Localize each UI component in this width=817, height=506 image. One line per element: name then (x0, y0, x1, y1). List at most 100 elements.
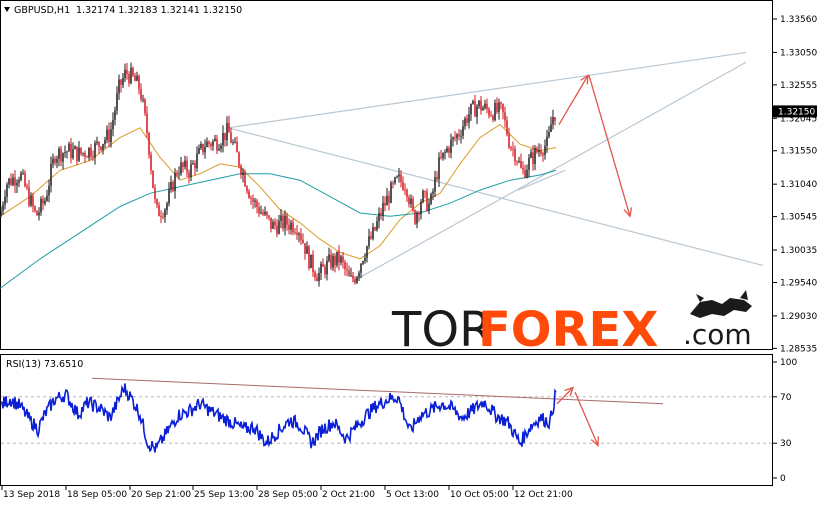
candle-body (42, 198, 44, 204)
candle-body (52, 158, 54, 164)
symbol-arrow-icon (4, 7, 10, 12)
candle-body (112, 119, 114, 130)
rsi-axis: 100 70 30 0 (773, 358, 797, 484)
time-tick-label: 28 Sep 05:00 (258, 490, 318, 500)
candle-body (92, 156, 94, 158)
candle-body (492, 115, 494, 121)
candle-body (154, 187, 156, 200)
candle-body (482, 107, 484, 111)
candle-body (284, 215, 286, 229)
candle-body (350, 275, 352, 277)
candle-body (238, 152, 240, 166)
candle-body (258, 207, 260, 214)
candle-body (28, 187, 30, 206)
candle-body (118, 79, 120, 94)
candle-body (270, 217, 272, 229)
candle-body (180, 162, 182, 174)
candle-body (54, 158, 56, 163)
candle-body (306, 246, 308, 254)
price-tick-label: 1.32555 (780, 81, 817, 91)
candle-body (108, 129, 110, 143)
candle-body (338, 251, 340, 263)
rsi-tick-label: 100 (780, 358, 797, 368)
candle-body (518, 160, 520, 162)
candle-body (450, 139, 452, 153)
candle-body (74, 146, 76, 150)
candle-body (490, 115, 492, 117)
candle-body (496, 102, 498, 112)
candle-body (88, 147, 90, 158)
candle-body (534, 148, 536, 164)
candle-body (290, 222, 292, 230)
candle-body (140, 89, 142, 100)
candle-body (24, 172, 26, 187)
candle-body (198, 147, 200, 154)
candle-body (370, 236, 372, 239)
candle-body (124, 69, 126, 79)
candle-body (76, 146, 78, 161)
candle-body (514, 148, 516, 162)
candle-body (10, 178, 12, 185)
candle-body (96, 141, 98, 144)
candle-body (448, 148, 450, 153)
candle-body (184, 160, 186, 167)
candle-body (432, 191, 434, 194)
candle-body (254, 200, 256, 202)
candle-body (362, 261, 364, 264)
candle-body (330, 254, 332, 268)
candle-body (348, 270, 350, 277)
candle-body (410, 198, 412, 205)
candle-body (156, 199, 158, 206)
rsi-forecast-arrow-head (590, 436, 600, 447)
candle-body (364, 257, 366, 262)
candle-body (320, 263, 322, 274)
candle-body (162, 216, 164, 218)
candle-body (68, 143, 70, 152)
candle-body (262, 212, 264, 215)
symbol-label: GBPUSD,H1 (14, 5, 70, 16)
candle-body (214, 138, 216, 141)
candle-body (502, 103, 504, 113)
candle-body (36, 210, 38, 216)
candle-body (286, 215, 288, 225)
candle-body (38, 212, 40, 216)
candle-body (196, 153, 198, 169)
candle-body (34, 206, 36, 211)
chart-header: GBPUSD,H1 1.32174 1.32183 1.32141 1.3215… (4, 5, 242, 16)
candle-body (84, 152, 86, 157)
candle-body (82, 152, 84, 154)
candle-body (510, 147, 512, 149)
price-tick-label: 1.31040 (780, 180, 817, 190)
ohlc-label: 1.32174 1.32183 1.32141 1.32150 (76, 5, 242, 16)
candle-body (392, 182, 394, 184)
candle-body (218, 149, 220, 151)
candle-body (4, 196, 6, 205)
time-axis: 13 Sep 2018 18 Sep 05:00 20 Sep 21:00 25 Se… (1, 486, 573, 500)
candle-body (150, 154, 152, 171)
candle-body (80, 147, 82, 154)
candle-body (222, 132, 224, 146)
candles (0, 62, 556, 287)
rsi-tick-label: 0 (780, 474, 786, 484)
bull-bear-icon (690, 290, 752, 318)
candle-body (548, 132, 550, 137)
candle-body (164, 209, 166, 218)
candle-body (60, 148, 62, 162)
candle-body (314, 272, 316, 278)
candle-body (398, 174, 400, 177)
candle-body (438, 157, 440, 180)
candle-body (508, 134, 510, 148)
forecast-arrows (556, 74, 633, 447)
candle-body (504, 112, 506, 121)
candle-body (332, 255, 334, 268)
candle-body (434, 177, 436, 192)
candle-body (130, 67, 132, 84)
price-tick-label: 1.28535 (780, 344, 817, 354)
rsi-forecast-arrow-shaft (556, 387, 574, 405)
candle-body (288, 224, 290, 230)
candle-body (308, 246, 310, 269)
candle-body (186, 160, 188, 173)
time-tick-label: 2 Oct 21:00 (322, 490, 375, 500)
candle-body (226, 122, 228, 141)
candle-body (244, 172, 246, 187)
